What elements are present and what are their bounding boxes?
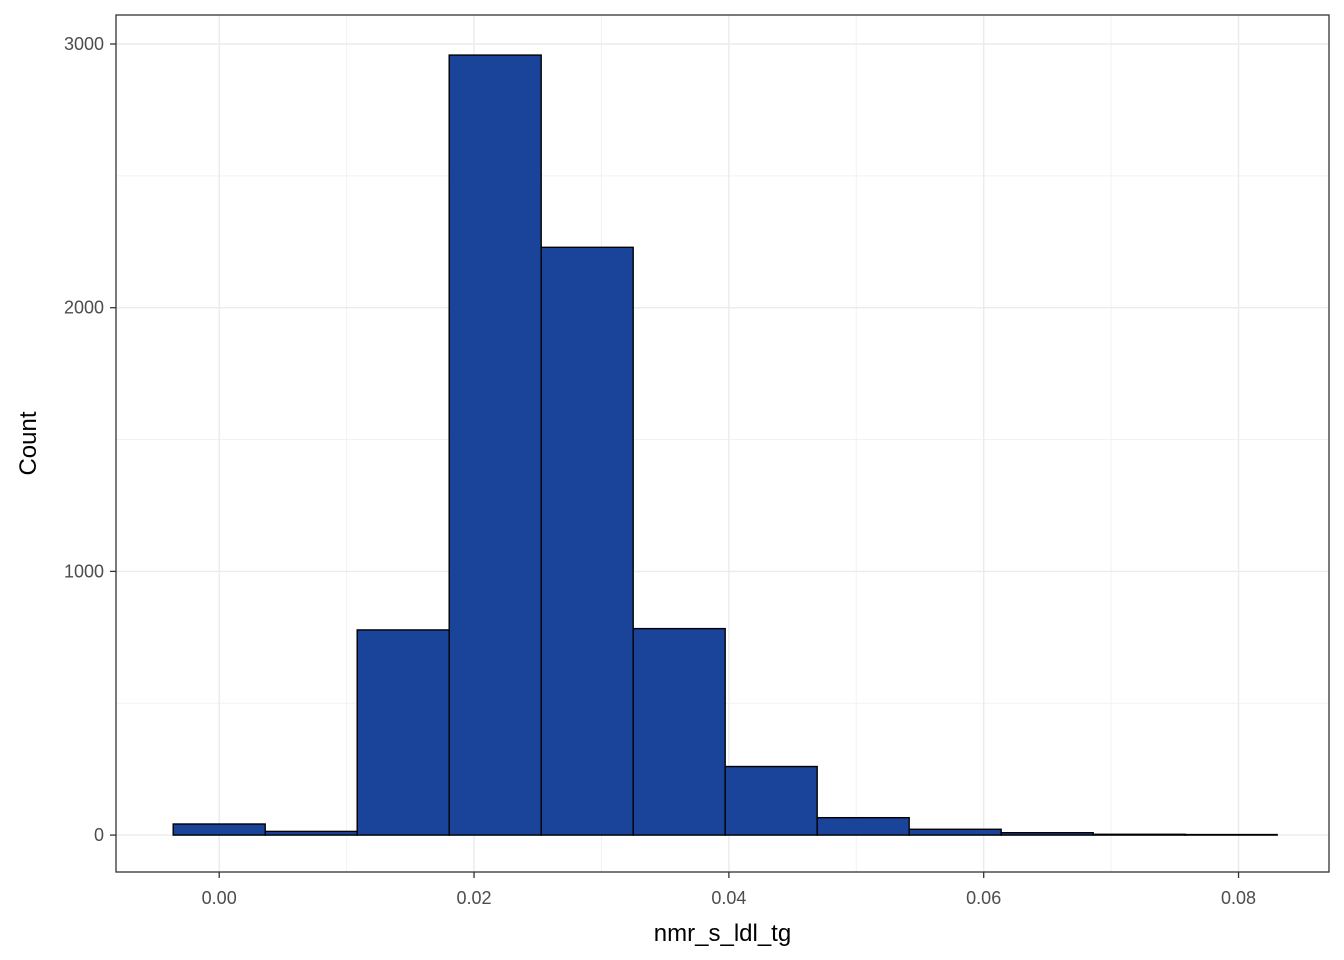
histogram-bar xyxy=(356,629,450,836)
x-tick-label: 0.06 xyxy=(966,888,1001,908)
x-tick-label: 0.04 xyxy=(711,888,746,908)
y-tick-label: 2000 xyxy=(64,298,104,318)
y-tick-label: 1000 xyxy=(64,561,104,581)
histogram-bar xyxy=(632,627,726,836)
y-tick-label: 0 xyxy=(94,825,104,845)
histogram-bar xyxy=(448,54,542,836)
histogram-bar xyxy=(1184,833,1278,836)
histogram-bar xyxy=(816,816,910,836)
y-axis-ticks: 0 1000 2000 3000 xyxy=(64,34,116,845)
y-axis-title: Count xyxy=(15,411,42,475)
x-axis-ticks: 0.00 0.02 0.04 0.06 0.08 xyxy=(202,872,1256,908)
histogram-bar xyxy=(264,830,358,836)
histogram-bar xyxy=(172,823,266,836)
y-tick-label: 3000 xyxy=(64,34,104,54)
x-tick-label: 0.08 xyxy=(1221,888,1256,908)
histogram-bars xyxy=(172,54,1278,836)
histogram-bar xyxy=(908,828,1002,836)
x-tick-label: 0.00 xyxy=(202,888,237,908)
histogram-bar xyxy=(1000,832,1094,836)
x-axis-title: nmr_s_ldl_tg xyxy=(654,920,791,947)
histogram-bar xyxy=(540,246,634,836)
histogram-bar xyxy=(724,765,818,836)
histogram-bar xyxy=(1092,833,1186,836)
x-tick-label: 0.02 xyxy=(457,888,492,908)
panel-border xyxy=(115,14,1330,873)
